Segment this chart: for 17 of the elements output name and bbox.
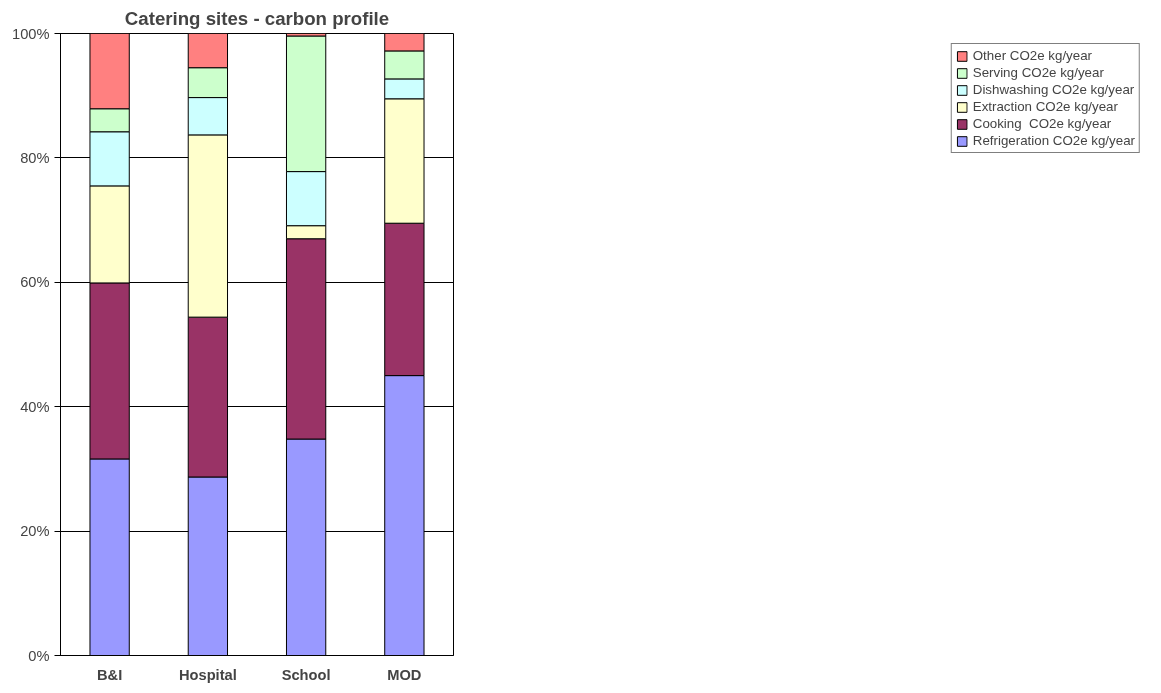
x-tick-label: B&I	[97, 666, 123, 683]
y-tick-label: 80%	[20, 149, 50, 166]
legend-label: Serving CO2e kg/year	[972, 65, 1104, 80]
x-tick-label: MOD	[387, 666, 422, 683]
y-tick-label: 20%	[20, 523, 50, 540]
x-tick-label: School	[281, 666, 331, 683]
x-tick-label: Hospital	[178, 666, 237, 683]
legend-label: Dishwashing CO2e kg/year	[972, 82, 1135, 97]
y-tick-label: 60%	[20, 274, 50, 291]
legend-label: Refrigeration CO2e kg/year	[972, 133, 1135, 148]
y-tick-label: 0%	[28, 647, 50, 664]
legend-label: Extraction CO2e kg/year	[972, 99, 1118, 114]
y-tick-label: 100%	[12, 25, 50, 42]
legend-label: Cooking CO2e kg/year	[972, 116, 1112, 131]
y-tick-label: 40%	[20, 398, 50, 415]
legend-label: Other CO2e kg/year	[972, 48, 1093, 63]
chart-title: Catering sites - carbon profile	[124, 7, 390, 29]
